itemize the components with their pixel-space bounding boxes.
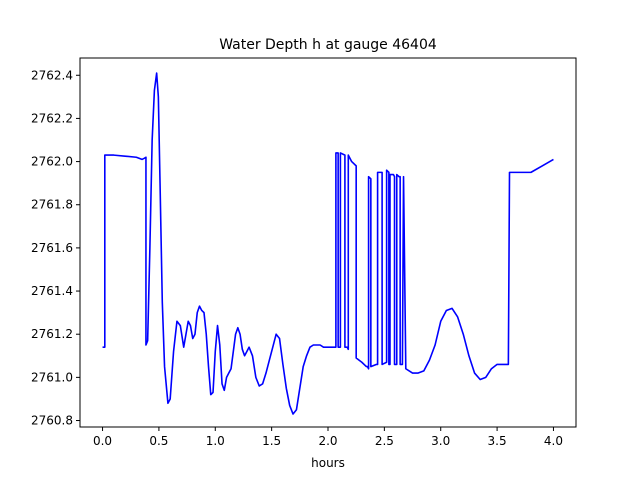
y-tick-label: 2761.4	[31, 284, 73, 298]
y-tick-label: 2762.4	[31, 68, 73, 82]
y-tick-label: 2761.0	[31, 370, 73, 384]
y-tick-label: 2761.6	[31, 241, 73, 255]
x-axis-ticks: 0.0 0.5 1.0 1.5 2.0 2.5 3.0 3.5 4.0	[93, 427, 563, 448]
y-tick-label: 2761.8	[31, 198, 73, 212]
x-tick-label: 1.0	[206, 434, 225, 448]
x-tick-label: 2.5	[375, 434, 394, 448]
x-tick-label: 1.5	[262, 434, 281, 448]
x-tick-label: 3.0	[431, 434, 450, 448]
y-tick-label: 2760.8	[31, 414, 73, 428]
plot-frame	[79, 57, 577, 428]
x-tick-label: 3.5	[488, 434, 507, 448]
y-tick-label: 2761.2	[31, 327, 73, 341]
y-tick-label: 2762.2	[31, 111, 73, 125]
series-layer	[102, 72, 554, 415]
x-tick-label: 4.0	[544, 434, 563, 448]
series-line-0	[102, 72, 554, 415]
x-tick-label: 0.0	[93, 434, 112, 448]
y-tick-label: 2762.0	[31, 155, 73, 169]
x-tick-label: 0.5	[149, 434, 168, 448]
x-axis-title: hours	[311, 456, 345, 470]
y-axis-ticks: 2760.8 2761.0 2761.2 2761.4 2761.6 2761.8 2762…	[31, 68, 80, 428]
plot-area	[80, 58, 576, 427]
chart-title: Water Depth h at gauge 46404	[219, 37, 437, 53]
x-tick-label: 2.0	[318, 434, 337, 448]
